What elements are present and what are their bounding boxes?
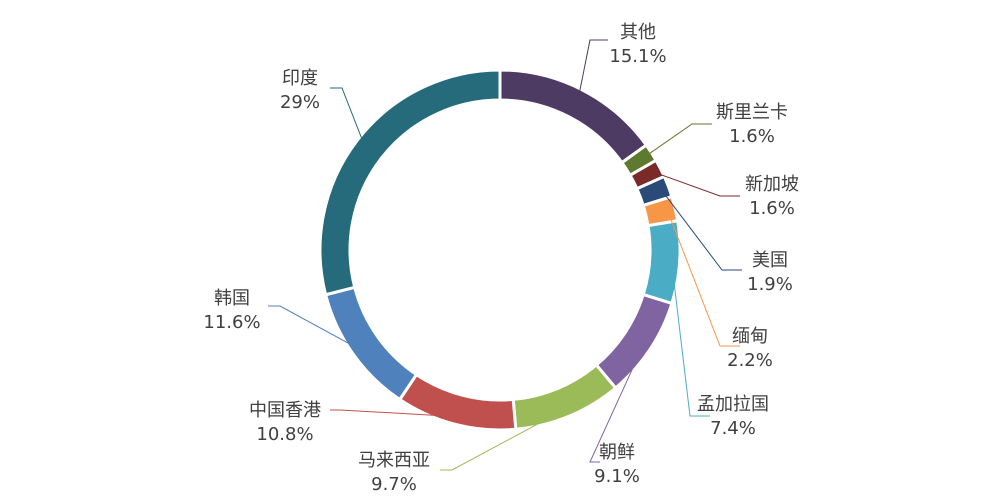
leader-line-9 bbox=[268, 305, 360, 350]
slice-value-label-4: 2.2% bbox=[727, 350, 773, 371]
slice-6 bbox=[594, 292, 674, 391]
donut-slices bbox=[318, 68, 682, 432]
slice-value-label-10: 29% bbox=[280, 92, 320, 113]
slice-value-label-6: 9.1% bbox=[594, 466, 640, 487]
slice-8 bbox=[397, 372, 518, 432]
slice-label-7: 马来西亚 bbox=[358, 450, 430, 471]
slice-label-2: 新加坡 bbox=[745, 174, 799, 195]
leader-line-7 bbox=[440, 408, 567, 471]
slice-label-9: 韩国 bbox=[214, 288, 250, 309]
leader-line-10 bbox=[330, 87, 365, 145]
slice-9 bbox=[323, 285, 419, 402]
leader-line-0 bbox=[578, 39, 608, 98]
slice-value-label-2: 1.6% bbox=[749, 198, 795, 219]
slice-label-10: 印度 bbox=[282, 68, 318, 89]
slice-label-0: 其他 bbox=[620, 22, 656, 43]
slice-label-5: 孟加拉国 bbox=[697, 394, 769, 415]
slice-10 bbox=[318, 68, 502, 297]
slice-7 bbox=[511, 362, 618, 431]
leader-line-8 bbox=[330, 409, 458, 418]
donut-labels: 其他 15.1% 斯里兰卡 1.6% 新加坡 1.6% 美国 1.9% 缅甸 2.2% 孟加拉国 7.… bbox=[203, 22, 799, 495]
slice-label-4: 缅甸 bbox=[732, 326, 768, 347]
slice-value-label-0: 15.1% bbox=[609, 46, 666, 67]
leader-line-1 bbox=[644, 123, 712, 158]
slice-value-label-8: 10.8% bbox=[256, 424, 313, 445]
slice-0 bbox=[498, 68, 649, 165]
leader-line-5 bbox=[671, 261, 710, 417]
slice-value-label-5: 7.4% bbox=[710, 418, 756, 439]
slice-value-label-7: 9.7% bbox=[371, 474, 417, 495]
slice-label-1: 斯里兰卡 bbox=[716, 102, 788, 123]
slice-value-label-1: 1.6% bbox=[729, 126, 775, 147]
slice-value-label-9: 11.6% bbox=[203, 312, 260, 333]
leader-line-3 bbox=[660, 188, 742, 271]
slice-label-6: 朝鲜 bbox=[599, 442, 635, 463]
slice-label-3: 美国 bbox=[752, 250, 788, 271]
leader-line-6 bbox=[589, 345, 644, 463]
leader-line-2 bbox=[653, 171, 740, 197]
leader-line-4 bbox=[666, 210, 740, 347]
slice-label-8: 中国香港 bbox=[249, 400, 321, 421]
slice-5 bbox=[641, 219, 682, 306]
slice-value-label-3: 1.9% bbox=[747, 274, 793, 295]
